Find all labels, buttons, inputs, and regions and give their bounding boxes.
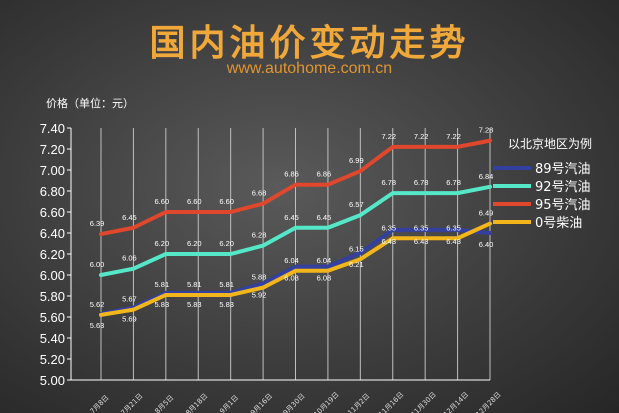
legend-label: 89号汽油 <box>535 162 591 177</box>
y-tick-label: 6.00 <box>40 268 65 283</box>
data-label: 5.81 <box>219 280 234 289</box>
chart-title: 国内油价变动走势 <box>149 23 470 64</box>
data-label: 5.92 <box>252 290 267 299</box>
data-label: 6.43 <box>381 237 396 246</box>
data-label: 6.78 <box>414 178 429 187</box>
y-tick-label: 7.20 <box>40 142 65 157</box>
y-tick-label: 5.60 <box>40 310 65 325</box>
x-tick-label: 8月5日 <box>153 394 175 413</box>
data-label: 7.28 <box>479 126 494 135</box>
data-label: 5.62 <box>90 300 105 309</box>
data-label: 6.35 <box>381 223 396 232</box>
data-label: 6.20 <box>187 239 202 248</box>
data-label: 6.45 <box>122 213 137 222</box>
x-tick-label: 9月1日 <box>218 394 240 413</box>
x-tick-label: 9月30日 <box>282 392 307 413</box>
data-label: 6.43 <box>446 237 461 246</box>
x-tick-label: 12月14日 <box>442 391 470 413</box>
x-tick-label: 10月19日 <box>312 391 340 413</box>
data-label: 6.86 <box>317 170 332 179</box>
data-label: 6.45 <box>317 213 332 222</box>
x-tick-label: 7月21日 <box>119 392 144 413</box>
x-tick-label: 11月2日 <box>346 392 371 413</box>
data-label: 6.08 <box>317 274 332 283</box>
y-tick-label: 5.40 <box>40 331 65 346</box>
series-lines <box>99 138 492 317</box>
data-label: 6.15 <box>349 244 364 253</box>
series-line <box>99 227 492 316</box>
legend-title: 以北京地区为例 <box>508 137 592 151</box>
legend-label: 95号汽油 <box>535 198 591 213</box>
data-label: 6.04 <box>284 256 299 265</box>
y-tick-label: 5.80 <box>40 289 65 304</box>
data-label: 6.00 <box>90 260 105 269</box>
x-tick-label: 8月18日 <box>184 392 209 413</box>
data-label: 6.68 <box>252 189 267 198</box>
y-tick-label: 6.80 <box>40 184 65 199</box>
data-label: 6.28 <box>252 231 267 240</box>
data-label: 5.81 <box>187 280 202 289</box>
y-tick-label: 6.40 <box>40 226 65 241</box>
data-label: 5.81 <box>155 280 170 289</box>
series-line <box>99 221 492 317</box>
x-tick-label: 9月16日 <box>249 392 274 413</box>
data-label: 6.45 <box>284 213 299 222</box>
data-label: 5.83 <box>219 300 234 309</box>
legend-label: 0号柴油 <box>535 216 582 231</box>
data-label: 6.49 <box>479 209 494 218</box>
data-label: 6.60 <box>187 197 202 206</box>
legend-label: 92号汽油 <box>535 180 591 195</box>
series-line <box>99 184 492 277</box>
data-label: 7.22 <box>381 132 396 141</box>
y-tick-label: 7.40 <box>40 121 65 136</box>
data-label: 6.35 <box>446 223 461 232</box>
y-tick-label: 5.00 <box>40 373 65 388</box>
data-label: 5.88 <box>252 273 267 282</box>
data-label: 6.57 <box>349 200 364 209</box>
data-label: 6.60 <box>155 197 170 206</box>
data-label: 6.86 <box>284 170 299 179</box>
gridlines <box>100 128 491 380</box>
y-tick-label: 6.60 <box>40 205 65 220</box>
data-label: 6.06 <box>122 254 137 263</box>
data-label: 6.08 <box>284 274 299 283</box>
data-label: 5.83 <box>155 300 170 309</box>
data-label: 6.39 <box>90 219 105 228</box>
data-label: 6.20 <box>155 239 170 248</box>
x-tick-label: 12月28日 <box>475 391 503 413</box>
data-label: 6.04 <box>317 256 332 265</box>
data-label: 6.20 <box>219 239 234 248</box>
data-labels: 5.63 5.69 5.83 5.83 5.83 5.92 6.08 6.08 6.21 6.43… <box>90 126 494 330</box>
y-axis-label: 价格（单位：元） <box>46 96 134 110</box>
data-label: 6.40 <box>479 240 494 249</box>
data-label: 7.22 <box>446 132 461 141</box>
data-label: 6.43 <box>414 237 429 246</box>
data-label: 7.22 <box>414 132 429 141</box>
data-label: 6.35 <box>414 223 429 232</box>
data-label: 6.99 <box>349 156 364 165</box>
y-tick-label: 6.20 <box>40 247 65 262</box>
data-label: 5.83 <box>187 300 202 309</box>
x-tick-label: 11月30日 <box>410 391 438 413</box>
data-label: 6.78 <box>381 178 396 187</box>
y-tick-label: 7.00 <box>40 163 65 178</box>
y-tick-label: 5.20 <box>40 352 65 367</box>
data-label: 6.60 <box>219 197 234 206</box>
data-label: 5.63 <box>90 321 105 330</box>
data-label: 6.84 <box>479 172 494 181</box>
source-url: www.autohome.com.cn <box>226 60 393 77</box>
series-line <box>99 138 492 237</box>
data-label: 6.21 <box>349 260 364 269</box>
y-axis: 5.00 5.20 5.40 5.60 5.80 6.00 6.20 6.40 6.60 6.80… <box>40 121 72 388</box>
x-tick-label: 11月16日 <box>377 391 405 413</box>
x-axis: 7月8日 7月21日 8月5日 8月18日 9月1日 9月16日 9月30日 10月19日 11… <box>71 379 503 413</box>
legend: 以北京地区为例 89号汽油 92号汽油 95号汽油 0号柴油 <box>493 137 592 231</box>
data-label: 5.69 <box>122 315 137 324</box>
x-tick-label: 7月8日 <box>89 394 111 413</box>
data-label: 6.78 <box>446 178 461 187</box>
data-label: 5.67 <box>122 295 137 304</box>
